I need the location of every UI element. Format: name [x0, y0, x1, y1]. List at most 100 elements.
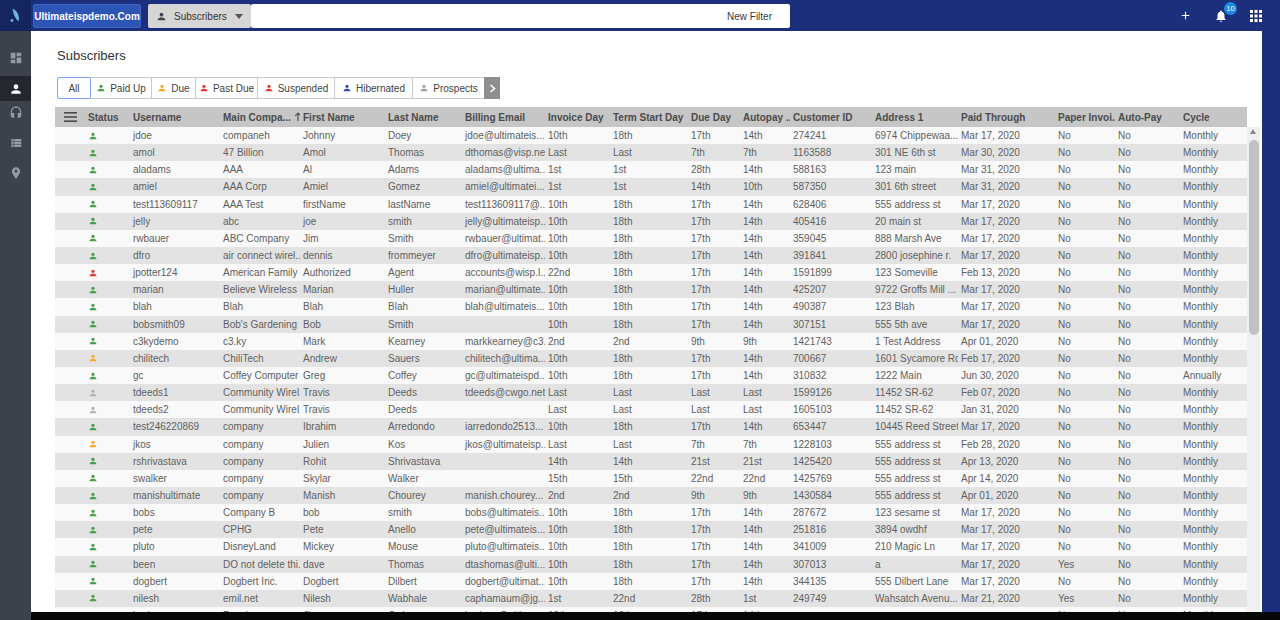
table-row[interactable]: bobsmith09 Bob's Gardening Bob Smith 10t… — [55, 316, 1247, 333]
table-menu-button[interactable] — [55, 107, 85, 127]
cell-username: jpotter124 — [130, 264, 220, 281]
cell-invoice-day: 10th — [545, 281, 610, 298]
col-header-due-day[interactable]: Due Day — [688, 107, 740, 127]
subscriber-status-icon — [88, 165, 98, 175]
table-row[interactable]: swalker company Skylar Walker 15th 15th … — [55, 470, 1247, 487]
location-pin-icon — [9, 166, 23, 180]
col-header-status[interactable]: Status — [85, 107, 130, 127]
cell-term-start-day: 18th — [610, 350, 688, 367]
cell-term-start-day: 18th — [610, 418, 688, 435]
table-row[interactable]: tdeeds1 Community Wirel... Travis Deeds … — [55, 384, 1247, 401]
scrollbar-thumb[interactable] — [1249, 140, 1259, 335]
table-row[interactable]: gc Coffey Computer Greg Coffey gc@ultima… — [55, 367, 1247, 384]
table-row[interactable]: aladams AAA Al Adams aladams@ultima... 1… — [55, 161, 1247, 178]
cell-cycle: Monthly — [1180, 538, 1247, 555]
cell-username: amiel — [130, 178, 220, 195]
table-row[interactable]: jelly abc joe smith jelly@ultimateisp...… — [55, 213, 1247, 230]
notifications-button[interactable]: 10 — [1214, 9, 1228, 23]
cell-first-name: firstName — [300, 196, 385, 213]
col-header-cycle[interactable]: Cycle — [1180, 107, 1247, 127]
table-row[interactable]: bobs Company B bob smith bobs@ultimateis… — [55, 504, 1247, 521]
cell-first-name: Nilesh — [300, 590, 385, 607]
cell-auto-pay: No — [1115, 281, 1180, 298]
cell-billing-email — [462, 470, 545, 487]
table-row[interactable]: dfro air connect wirel... dennis frommey… — [55, 247, 1247, 264]
col-header-address-1[interactable]: Address 1 — [872, 107, 958, 127]
table-row[interactable]: jpotter124 American Family ... Authorize… — [55, 264, 1247, 281]
cell-main-company: ChiliTech — [220, 350, 300, 367]
scroll-up-arrow-icon[interactable] — [1250, 129, 1256, 134]
table-row[interactable]: pete CPHG Pete Anello pete@ultimateis...… — [55, 521, 1247, 538]
cell-customer-id: 307013 — [790, 556, 872, 573]
col-header-last-name[interactable]: Last Name — [385, 107, 462, 127]
col-header-autopay-day[interactable]: Autopay ... — [740, 107, 790, 127]
table-row[interactable]: dogbert Dogbert Inc. Dogbert Dilbert dog… — [55, 573, 1247, 590]
col-header-main-company[interactable]: Main Compa... — [220, 107, 300, 127]
cell-due-day: 22nd — [688, 470, 740, 487]
table-row[interactable]: pluto DisneyLand Mickey Mouse pluto@ulti… — [55, 538, 1247, 555]
table-row[interactable]: jkos company Julien Kos jkos@ultimateisp… — [55, 436, 1247, 453]
cell-last-name: Deeds — [385, 401, 462, 418]
cell-cycle: Monthly — [1180, 384, 1247, 401]
cell-paid-through: Mar 17, 2020 — [958, 298, 1055, 315]
sidebar-item-locations[interactable] — [0, 161, 31, 185]
col-header-billing-email[interactable]: Billing Email — [462, 107, 545, 127]
cell-last-name: Kos — [385, 436, 462, 453]
table-row[interactable]: tdeeds2 Community Wirel... Travis Deeds … — [55, 401, 1247, 418]
apps-grid-icon[interactable] — [1250, 10, 1262, 22]
col-header-username[interactable]: Username — [130, 107, 220, 127]
table-row[interactable]: blah Blah Blah Blah blah@ultimateis... 1… — [55, 298, 1247, 315]
col-header-invoice-day[interactable]: Invoice Day — [545, 107, 610, 127]
tab-hibernated[interactable]: Hibernated — [334, 77, 413, 99]
tabs-overflow-button[interactable] — [484, 77, 500, 99]
person-status-icon — [264, 83, 274, 93]
col-header-term-start-day[interactable]: Term Start Day — [610, 107, 688, 127]
cell-billing-email — [462, 316, 545, 333]
cell-main-company: Coffey Computer — [220, 367, 300, 384]
new-filter-button[interactable]: New Filter — [727, 11, 772, 22]
cell-customer-id: 405416 — [790, 213, 872, 230]
col-header-paid-through[interactable]: Paid Through — [958, 107, 1055, 127]
cell-customer-id: 653447 — [790, 418, 872, 435]
cell-term-start-day: 1st — [610, 178, 688, 195]
table-row[interactable]: nilesh emil.net Nilesh Wabhale caphamaum… — [55, 590, 1247, 607]
table-row[interactable]: rshrivastava company Rohit Shrivastava 1… — [55, 453, 1247, 470]
table-row[interactable]: c3kydemo c3.ky Mark Kearney markkearney@… — [55, 333, 1247, 350]
col-header-paper-invoice[interactable]: Paper Invoi... — [1055, 107, 1115, 127]
cell-paid-through: Feb 07, 2020 — [958, 384, 1055, 401]
table-row[interactable]: test113609117 AAA Test firstName lastNam… — [55, 196, 1247, 213]
table-row[interactable]: been DO not delete thi... dave Thomas dt… — [55, 556, 1247, 573]
cell-due-day: 28th — [688, 590, 740, 607]
table-row[interactable]: marian Believe Wireless Marian Huller ma… — [55, 281, 1247, 298]
vertical-scrollbar[interactable] — [1247, 127, 1260, 612]
table-row[interactable]: rwbauer ABC Company Jim Smith rwbauer@ul… — [55, 230, 1247, 247]
brand-button[interactable]: Ultimateispdemo.Com — [33, 4, 141, 28]
cell-invoice-day: 10th — [545, 196, 610, 213]
tab-paid-up[interactable]: Paid Up — [90, 77, 152, 99]
col-header-customer-id[interactable]: Customer ID — [790, 107, 872, 127]
filter-search-bar[interactable]: New Filter — [251, 4, 790, 28]
sidebar-item-support[interactable] — [0, 101, 31, 125]
cell-auto-pay: No — [1115, 316, 1180, 333]
table-row[interactable]: manishultimate company Manish Chourey ma… — [55, 487, 1247, 504]
tab-past-due[interactable]: Past Due — [195, 77, 258, 99]
subscribers-dropdown[interactable]: Subscribers — [148, 4, 251, 28]
col-header-first-name[interactable]: First Name — [300, 107, 385, 127]
sidebar-item-dashboard[interactable] — [0, 46, 31, 70]
table-row[interactable]: amol 47 Billion Amol Thomas dthomas@visp… — [55, 144, 1247, 161]
table-row[interactable]: amiel AAA Corp Amiel Gomez amiel@ultimat… — [55, 178, 1247, 195]
tab-due[interactable]: Due — [151, 77, 196, 99]
table-row[interactable]: test246220869 company Ibrahim Arredondo … — [55, 418, 1247, 435]
table-row[interactable]: chilitech ChiliTech Andrew Sauers chilit… — [55, 350, 1247, 367]
person-status-icon — [199, 83, 209, 93]
tab-all[interactable]: All — [57, 77, 91, 99]
app-logo[interactable] — [0, 0, 31, 31]
tab-prospects[interactable]: Prospects — [412, 77, 485, 99]
sidebar-item-subscribers[interactable] — [0, 76, 31, 101]
table-row[interactable]: jdoe companeh Johnny Doey jdoe@ultimatei… — [55, 127, 1247, 144]
col-header-auto-pay[interactable]: Auto-Pay — [1115, 107, 1180, 127]
bottom-bar — [31, 612, 1280, 620]
tab-suspended[interactable]: Suspended — [257, 77, 335, 99]
add-icon[interactable] — [1179, 9, 1192, 22]
sidebar-item-lists[interactable] — [0, 131, 31, 155]
